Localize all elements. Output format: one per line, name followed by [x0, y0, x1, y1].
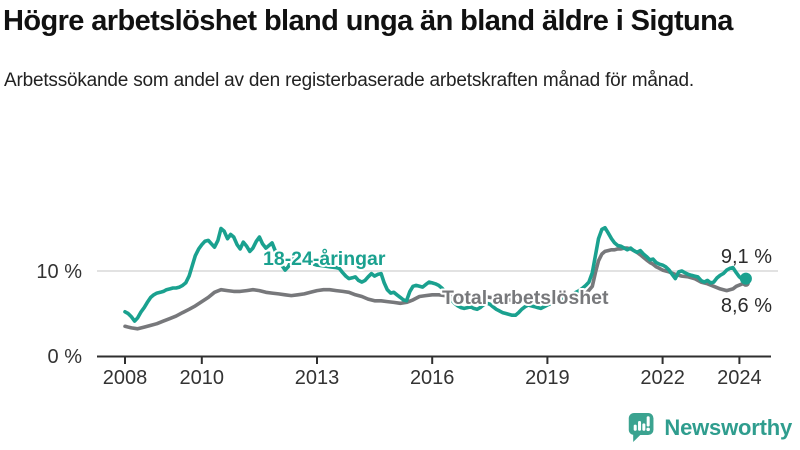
series-label-young: 18-24-åringar [263, 247, 386, 270]
series-label-total: Total arbetslöshet [442, 287, 609, 309]
newsworthy-logo-icon [629, 412, 654, 443]
x-tick-label-2024: 2024 [717, 367, 762, 389]
series-line-total [123, 246, 748, 331]
x-tick-label-2019: 2019 [525, 367, 570, 389]
end-dot-young [739, 272, 752, 285]
y-tick-label-10: 10 % [36, 261, 82, 283]
end-value-total: 8,6 % [721, 295, 772, 317]
chart-title: Högre arbetslöshet bland unga än bland ä… [3, 5, 733, 37]
newsworthy-logo: Newsworthy [627, 411, 792, 444]
x-tick-label-2022: 2022 [640, 367, 685, 389]
x-tick-label-2008: 2008 [103, 367, 148, 389]
chart-subtitle: Arbetssökande som andel av den registerb… [4, 69, 694, 91]
y-tick-label-0: 0 % [48, 346, 83, 368]
x-tick-label-2013: 2013 [295, 367, 340, 389]
x-tick-label-2016: 2016 [410, 367, 455, 389]
series-line-young [123, 225, 748, 323]
header-block: Högre arbetslöshet bland unga än bland ä… [0, 3, 800, 95]
end-value-young: 9,1 % [721, 246, 772, 268]
newsworthy-wordmark: Newsworthy [664, 414, 792, 440]
x-tick-label-2010: 2010 [180, 367, 225, 389]
